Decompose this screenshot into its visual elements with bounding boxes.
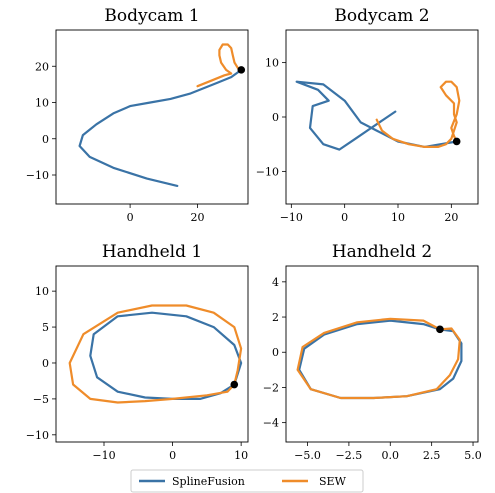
x-tick-label: 10 xyxy=(391,211,405,224)
y-tick-label: 0 xyxy=(272,346,279,359)
panel-title: Bodycam 1 xyxy=(104,6,199,26)
x-tick-label: 20 xyxy=(190,211,204,224)
x-tick-label: 10 xyxy=(234,449,248,462)
series-line-sew xyxy=(196,43,243,88)
x-tick-label: 0 xyxy=(169,449,176,462)
series-line-sew xyxy=(296,317,461,400)
y-tick-label: 10 xyxy=(35,97,49,110)
y-tick-label: −5 xyxy=(33,393,49,406)
legend: SplineFusion SEW xyxy=(130,469,364,493)
y-tick-label: 4 xyxy=(272,276,279,289)
x-tick-label: −5.0 xyxy=(294,449,321,462)
y-tick-label: 20 xyxy=(35,60,49,73)
y-tick-label: −10 xyxy=(256,165,279,178)
y-tick-label: 10 xyxy=(265,57,279,70)
axes-frame xyxy=(55,265,249,443)
panel-title: Bodycam 2 xyxy=(334,6,429,26)
x-tick-label: 0 xyxy=(127,211,134,224)
x-tick-label: −10 xyxy=(92,449,115,462)
endpoint-marker xyxy=(452,137,461,146)
axes-frame xyxy=(285,265,479,443)
series-line-sew xyxy=(375,80,461,148)
y-tick-label: −10 xyxy=(26,429,49,442)
series-line-splinefusion xyxy=(89,311,243,400)
legend-label-splinefusion: SplineFusion xyxy=(172,475,245,488)
series-line-splinefusion xyxy=(78,68,243,187)
endpoint-marker xyxy=(237,66,246,74)
y-tick-label: −10 xyxy=(26,169,49,182)
y-tick-label: 0 xyxy=(42,133,49,146)
plot-area xyxy=(296,317,463,400)
x-tick-label: 20 xyxy=(444,211,458,224)
y-tick-label: −4 xyxy=(263,417,279,430)
endpoint-marker xyxy=(436,325,444,334)
plot-area xyxy=(295,80,461,151)
series-line-splinefusion xyxy=(295,80,458,151)
plot-area xyxy=(78,43,246,187)
plot-area xyxy=(68,304,243,404)
y-tick-label: 0 xyxy=(42,357,49,370)
y-tick-label: 0 xyxy=(272,111,279,124)
panel-handheld-1: Handheld 1 −10 0 10 −10 −5 0 5 10 xyxy=(26,242,249,462)
y-tick-label: 5 xyxy=(42,321,49,334)
panel-title: Handheld 2 xyxy=(332,242,432,262)
panel-title: Handheld 1 xyxy=(102,242,202,262)
series-line-sew xyxy=(68,304,243,404)
x-tick-label: −10 xyxy=(280,211,303,224)
x-tick-label: −2.5 xyxy=(336,449,363,462)
legend-label-sew: SEW xyxy=(319,475,347,488)
legend-box xyxy=(130,469,364,493)
panel-bodycam-1: Bodycam 1 0 20 −10 0 10 20 xyxy=(26,6,249,224)
panel-handheld-2: Handheld 2 −5.0 −2.5 0.0 2.5 5.0 −4 −2 0 2 4 xyxy=(263,242,482,462)
y-tick-label: −2 xyxy=(263,381,279,394)
y-tick-label: 10 xyxy=(35,285,49,298)
axes-frame xyxy=(285,29,479,205)
x-tick-label: 5.0 xyxy=(464,449,482,462)
x-tick-label: 2.5 xyxy=(423,449,441,462)
x-tick-label: 0.0 xyxy=(382,449,400,462)
x-tick-label: 0 xyxy=(341,211,348,224)
axes-frame xyxy=(55,29,249,205)
y-tick-label: 2 xyxy=(272,311,279,324)
endpoint-marker xyxy=(230,380,239,389)
panel-bodycam-2: Bodycam 2 −10 0 10 20 −10 0 10 xyxy=(256,6,479,224)
